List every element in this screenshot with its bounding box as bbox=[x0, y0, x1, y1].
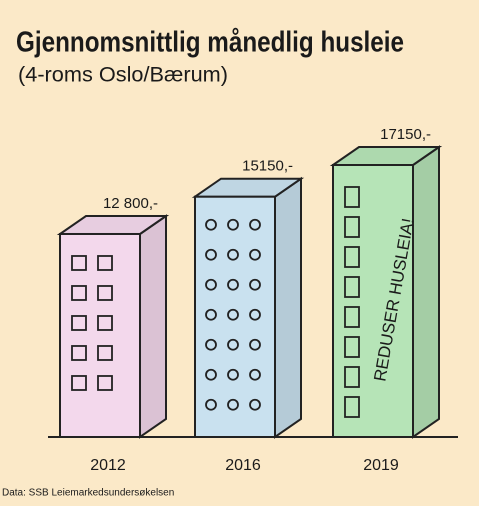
x-tick-label: 2019 bbox=[363, 457, 399, 474]
x-tick-label: 2016 bbox=[225, 457, 261, 474]
bar bbox=[59, 232, 141, 438]
building-side bbox=[139, 214, 167, 439]
window bbox=[227, 278, 239, 291]
window bbox=[249, 218, 261, 231]
window bbox=[227, 338, 239, 351]
window bbox=[205, 308, 217, 321]
window bbox=[97, 285, 113, 301]
window bbox=[71, 255, 87, 271]
window bbox=[344, 396, 360, 418]
window bbox=[344, 336, 360, 358]
window bbox=[97, 345, 113, 361]
window bbox=[344, 216, 360, 238]
x-tick-label: 2012 bbox=[90, 457, 126, 474]
window bbox=[249, 278, 261, 291]
window bbox=[249, 368, 261, 381]
window bbox=[249, 308, 261, 321]
window bbox=[344, 276, 360, 298]
window bbox=[344, 246, 360, 268]
window bbox=[344, 186, 360, 208]
window bbox=[249, 338, 261, 351]
value-label: 15150,- bbox=[242, 158, 293, 175]
window bbox=[249, 248, 261, 261]
window bbox=[71, 345, 87, 361]
window bbox=[227, 248, 239, 261]
window bbox=[71, 315, 87, 331]
window bbox=[71, 375, 87, 391]
window bbox=[205, 338, 217, 351]
value-label: 17150,- bbox=[380, 126, 431, 143]
window bbox=[227, 308, 239, 321]
window bbox=[97, 255, 113, 271]
bar bbox=[332, 164, 414, 438]
window bbox=[227, 368, 239, 381]
window bbox=[249, 398, 261, 411]
window bbox=[205, 398, 217, 411]
value-label: 12 800,- bbox=[103, 195, 158, 212]
source-note: Data: SSB Leiemarkedsundersøkelsen bbox=[2, 488, 174, 499]
bar bbox=[194, 195, 276, 438]
window bbox=[205, 218, 217, 231]
window bbox=[227, 218, 239, 231]
window bbox=[227, 398, 239, 411]
window bbox=[344, 306, 360, 328]
window bbox=[71, 285, 87, 301]
window bbox=[97, 315, 113, 331]
window bbox=[205, 248, 217, 261]
window bbox=[205, 278, 217, 291]
chart-subtitle: (4-roms Oslo/Bærum) bbox=[18, 64, 228, 87]
window bbox=[205, 368, 217, 381]
building-side bbox=[274, 176, 302, 439]
window bbox=[97, 375, 113, 391]
window bbox=[344, 366, 360, 388]
chart-title: Gjennomsnittlig månedlig husleie bbox=[16, 27, 404, 59]
building-side bbox=[412, 145, 440, 439]
